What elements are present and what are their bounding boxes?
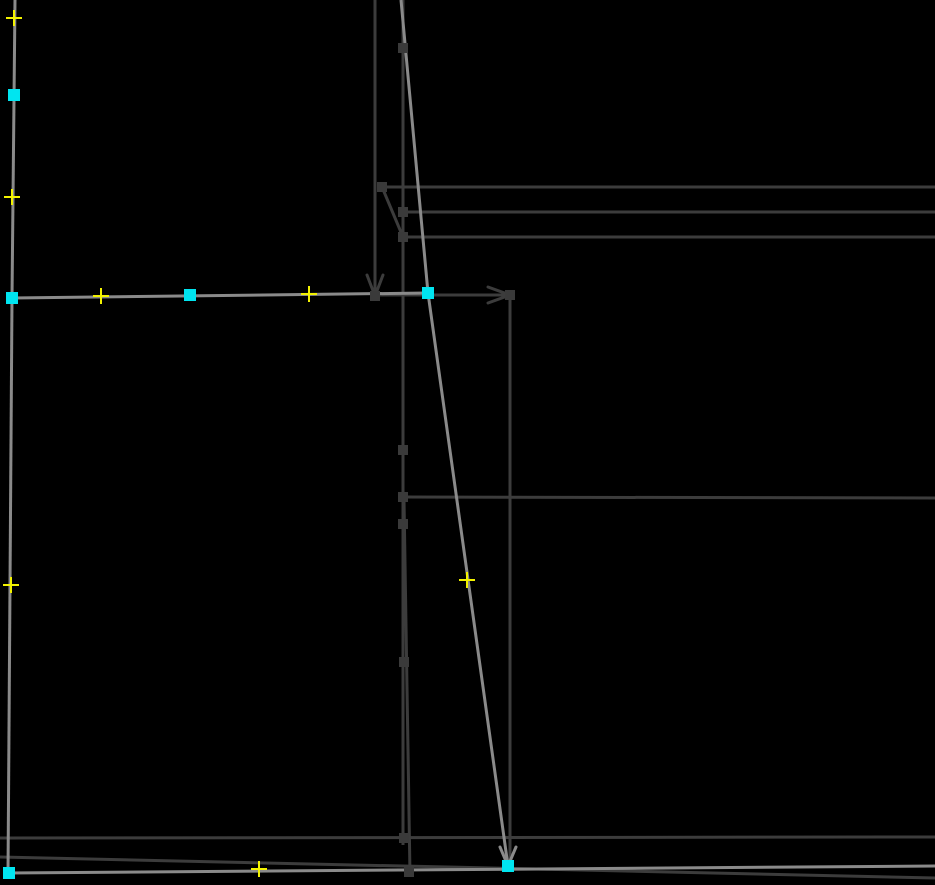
cyan-square-icon[interactable] bbox=[8, 89, 20, 101]
yellow-cross-icon[interactable] bbox=[93, 288, 109, 304]
edge[interactable] bbox=[402, 495, 935, 500]
vertex[interactable] bbox=[399, 833, 409, 843]
yellow-cross-icon[interactable] bbox=[4, 189, 20, 205]
vertex[interactable] bbox=[398, 207, 408, 217]
arrowheads-layer bbox=[365, 273, 518, 870]
cyan-square-icon[interactable] bbox=[3, 867, 15, 879]
edge[interactable] bbox=[402, 499, 412, 876]
selected-edges-layer bbox=[6, 0, 935, 875]
selected-vertices-layer bbox=[3, 89, 514, 879]
selected-edge[interactable] bbox=[11, 291, 429, 300]
yellow-cross-icon[interactable] bbox=[301, 286, 317, 302]
edge[interactable] bbox=[0, 835, 935, 840]
midpoint-markers-layer bbox=[3, 10, 475, 877]
vertex[interactable] bbox=[398, 519, 408, 529]
cyan-square-icon[interactable] bbox=[422, 287, 434, 299]
selected-edge[interactable] bbox=[10, 0, 17, 299]
yellow-cross-icon[interactable] bbox=[6, 10, 22, 26]
vertex[interactable] bbox=[377, 182, 387, 192]
yellow-cross-icon[interactable] bbox=[251, 861, 267, 877]
background-vertices-layer bbox=[370, 43, 515, 877]
vertex[interactable] bbox=[370, 291, 380, 301]
selected-edge[interactable] bbox=[7, 864, 935, 875]
cyan-square-icon[interactable] bbox=[184, 289, 196, 301]
cyan-square-icon[interactable] bbox=[6, 292, 18, 304]
vertex[interactable] bbox=[398, 43, 408, 53]
vertex[interactable] bbox=[505, 290, 515, 300]
yellow-cross-icon[interactable] bbox=[3, 577, 19, 593]
yellow-cross-icon[interactable] bbox=[459, 572, 475, 588]
vertex[interactable] bbox=[398, 232, 408, 242]
edge[interactable] bbox=[0, 855, 935, 880]
vertex[interactable] bbox=[398, 445, 408, 455]
cyan-square-icon[interactable] bbox=[502, 860, 514, 872]
vertex[interactable] bbox=[398, 492, 408, 502]
vertex[interactable] bbox=[404, 867, 414, 877]
vertex[interactable] bbox=[399, 657, 409, 667]
edge[interactable] bbox=[380, 186, 405, 238]
